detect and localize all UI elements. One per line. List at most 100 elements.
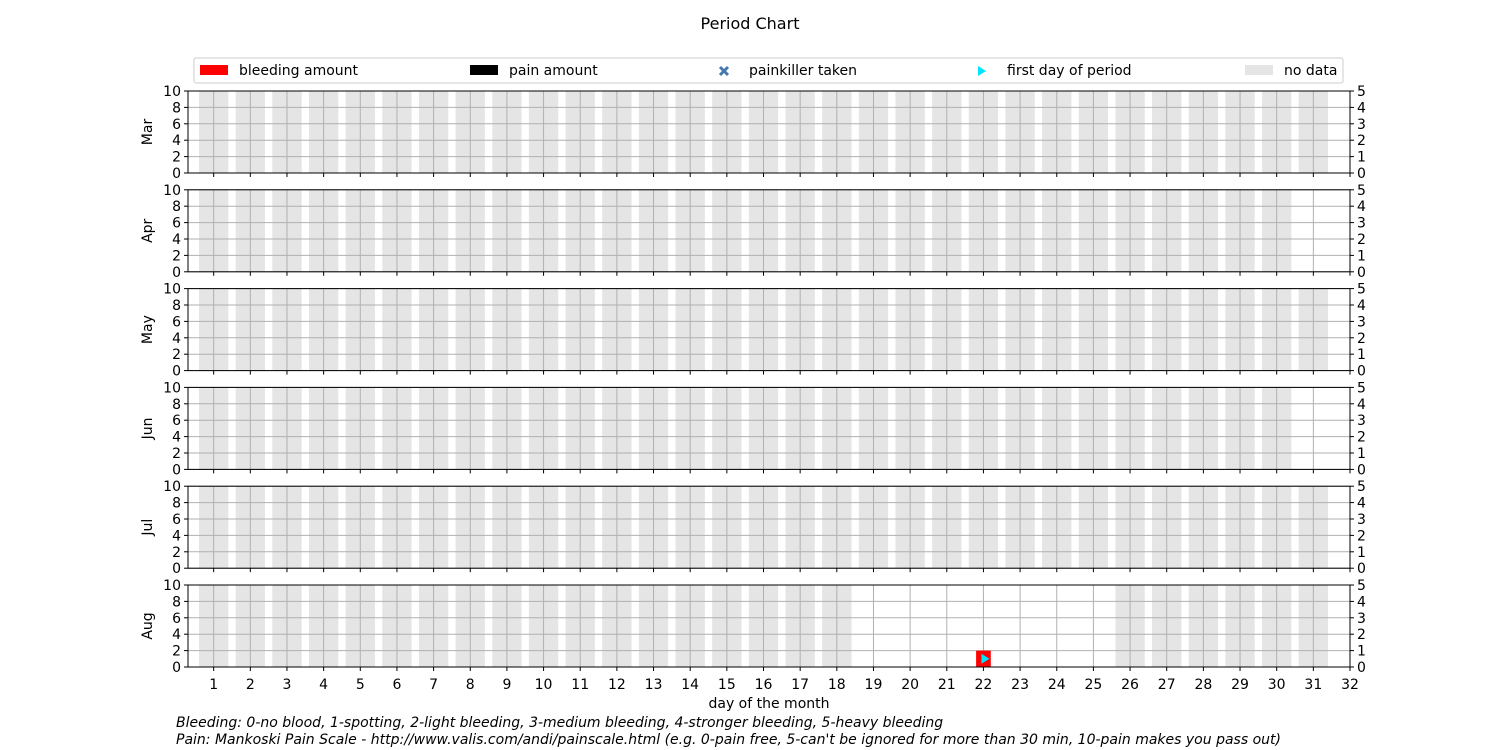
- left-tick-label: 4: [172, 430, 181, 446]
- right-tick-label: 3: [1357, 314, 1366, 330]
- left-tick-label: 10: [163, 479, 181, 495]
- left-tick-label: 0: [172, 364, 181, 380]
- right-tick-label: 2: [1357, 232, 1366, 248]
- x-tick-label: 19: [865, 677, 883, 693]
- legend-frame: [193, 57, 1344, 84]
- x-tick-label: 20: [901, 677, 919, 693]
- legend-entry: bleeding amount: [200, 63, 359, 79]
- left-tick-label: 8: [172, 594, 181, 610]
- right-tick-label: 0: [1357, 660, 1366, 676]
- legend-swatch: [200, 65, 228, 75]
- left-tick-label: 0: [172, 660, 181, 676]
- legend-entry: no data: [1245, 63, 1337, 79]
- left-tick-label: 2: [172, 248, 181, 264]
- panel-frame: [187, 386, 1351, 470]
- left-tick-label: 10: [163, 183, 181, 199]
- left-tick-label: 6: [172, 413, 181, 429]
- x-tick-label: 7: [429, 677, 438, 693]
- x-tick-label: 31: [1304, 677, 1322, 693]
- legend-label: no data: [1284, 63, 1337, 79]
- left-tick-label: 2: [172, 347, 181, 363]
- right-tick-label: 4: [1357, 298, 1366, 314]
- x-tick-label: 4: [319, 677, 328, 693]
- right-tick-label: 5: [1357, 282, 1366, 298]
- left-tick-label: 8: [172, 298, 181, 314]
- x-tick-label: 29: [1231, 677, 1249, 693]
- legend-swatch: [470, 65, 498, 75]
- panel-frame: [187, 288, 1351, 372]
- legend-swatch: [1245, 65, 1273, 75]
- right-tick-label: 1: [1357, 446, 1366, 462]
- x-tick-label: 32: [1341, 677, 1359, 693]
- x-tick-label: 21: [938, 677, 956, 693]
- x-tick-label: 13: [645, 677, 663, 693]
- right-tick-label: 1: [1357, 545, 1366, 561]
- x-tick-label: 9: [502, 677, 511, 693]
- right-tick-label: 0: [1357, 462, 1366, 478]
- panel-frame: [187, 584, 1351, 668]
- right-tick-label: 0: [1357, 265, 1366, 281]
- x-tick-label: 30: [1268, 677, 1286, 693]
- x-tick-label: 16: [755, 677, 773, 693]
- x-tick-label: 25: [1084, 677, 1102, 693]
- right-tick-label: 5: [1357, 479, 1366, 495]
- left-tick-label: 0: [172, 166, 181, 182]
- x-tick-label: 14: [681, 677, 699, 693]
- month-label: May: [140, 315, 156, 344]
- x-tick-label: 12: [608, 677, 626, 693]
- right-tick-label: 4: [1357, 397, 1366, 413]
- left-tick-label: 8: [172, 496, 181, 512]
- left-tick-label: 0: [172, 561, 181, 577]
- legend-label: bleeding amount: [239, 63, 359, 79]
- legend-entry: first day of period: [978, 63, 1132, 79]
- x-tick-label: 8: [466, 677, 475, 693]
- right-tick-label: 1: [1357, 248, 1366, 264]
- x-tick-label: 23: [1011, 677, 1029, 693]
- right-tick-label: 0: [1357, 561, 1366, 577]
- left-tick-label: 8: [172, 199, 181, 215]
- month-panels: 0246810012345Mar0246810012345Apr02468100…: [140, 84, 1366, 676]
- left-tick-label: 8: [172, 100, 181, 116]
- x-axis-label: day of the month: [708, 696, 829, 712]
- painkiller-marker-icon: [718, 65, 730, 77]
- x-tick-label: 5: [356, 677, 365, 693]
- x-tick-label: 10: [535, 677, 553, 693]
- left-tick-label: 4: [172, 627, 181, 643]
- right-tick-label: 5: [1357, 84, 1366, 100]
- left-tick-label: 8: [172, 397, 181, 413]
- legend-entry: pain amount: [470, 63, 598, 79]
- right-tick-label: 1: [1357, 347, 1366, 363]
- right-tick-label: 5: [1357, 183, 1366, 199]
- left-tick-label: 4: [172, 232, 181, 248]
- right-tick-label: 1: [1357, 150, 1366, 166]
- legend-label: painkiller taken: [749, 63, 857, 79]
- x-tick-label: 3: [283, 677, 292, 693]
- left-tick-label: 10: [163, 84, 181, 100]
- month-label: Mar: [140, 119, 156, 146]
- panel-frame: [187, 90, 1351, 174]
- right-tick-label: 1: [1357, 644, 1366, 660]
- left-tick-label: 6: [172, 216, 181, 232]
- right-tick-label: 3: [1357, 216, 1366, 232]
- month-label: Jun: [140, 417, 156, 440]
- x-tick-label: 28: [1194, 677, 1212, 693]
- left-tick-label: 10: [163, 380, 181, 396]
- left-tick-label: 6: [172, 512, 181, 528]
- right-tick-label: 3: [1357, 512, 1366, 528]
- month-label: Jul: [140, 519, 156, 537]
- right-tick-label: 4: [1357, 100, 1366, 116]
- right-tick-label: 2: [1357, 627, 1366, 643]
- left-tick-label: 6: [172, 117, 181, 133]
- left-tick-label: 10: [163, 282, 181, 298]
- right-tick-label: 5: [1357, 380, 1366, 396]
- right-tick-label: 2: [1357, 528, 1366, 544]
- month-label: Aug: [140, 612, 156, 639]
- x-tick-label: 24: [1048, 677, 1066, 693]
- right-tick-label: 5: [1357, 578, 1366, 594]
- right-tick-label: 0: [1357, 166, 1366, 182]
- left-tick-label: 0: [172, 265, 181, 281]
- left-tick-label: 0: [172, 462, 181, 478]
